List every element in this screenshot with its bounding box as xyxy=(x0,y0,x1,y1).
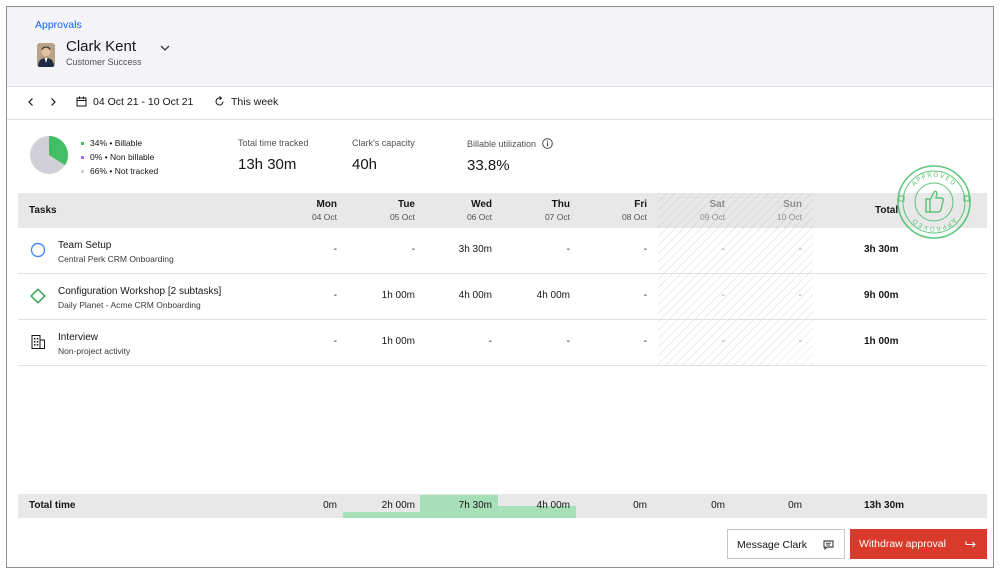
time-cell-sun[interactable]: - xyxy=(798,336,802,347)
task-name: Configuration Workshop [2 subtasks] xyxy=(58,286,222,297)
date-range[interactable]: 04 Oct 21 - 10 Oct 21 xyxy=(93,96,194,108)
header: Approvals Clark Kent Customer Success xyxy=(7,7,993,87)
column-header-total: Total xyxy=(875,205,899,216)
reset-icon[interactable] xyxy=(214,96,225,107)
metric-total-tracked: Total time tracked 13h 30m xyxy=(238,138,309,173)
time-cell-wed[interactable]: 4h 00m xyxy=(458,290,492,301)
info-icon[interactable] xyxy=(542,138,553,149)
message-clark-button[interactable]: Message Clark xyxy=(727,529,845,559)
circle-outline-icon xyxy=(30,242,46,258)
column-header-tasks: Tasks xyxy=(29,205,57,216)
time-cell-wed[interactable]: 3h 30m xyxy=(458,244,492,255)
chevron-down-icon[interactable] xyxy=(159,43,171,53)
table-header: Tasks Total xyxy=(18,193,987,228)
time-cell-thu[interactable]: - xyxy=(566,244,570,255)
date-bar xyxy=(7,87,993,120)
column-header-mon: Mon 04 Oct xyxy=(311,199,337,222)
time-cell-fri[interactable]: - xyxy=(643,290,647,301)
time-cell-thu[interactable]: 4h 00m xyxy=(536,290,570,301)
daily-total-fri: 0m xyxy=(633,500,647,511)
approved-stamp: APPROVED APPROVED xyxy=(897,165,971,239)
column-header-sat: Sat 09 Oct xyxy=(699,199,725,222)
table-row[interactable]: Configuration Workshop [2 subtasks] Daily… xyxy=(18,274,987,320)
time-cell-thu[interactable]: - xyxy=(566,336,570,347)
building-icon xyxy=(31,335,45,349)
calendar-icon xyxy=(76,96,87,107)
avatar xyxy=(37,43,55,67)
weekend-header-shading xyxy=(658,193,813,228)
time-cell-mon[interactable]: - xyxy=(333,290,337,301)
approval-panel: Approvals Clark Kent Customer Success 04… xyxy=(6,6,994,568)
row-total: 1h 00m xyxy=(864,336,899,347)
task-project: Daily Planet - Acme CRM Onboarding xyxy=(58,300,201,310)
daily-total-bar xyxy=(343,512,421,518)
daily-total-tue: 2h 00m xyxy=(381,500,415,511)
row-total: 3h 30m xyxy=(864,244,899,255)
column-header-sun: Sun 10 Oct xyxy=(776,199,802,222)
daily-total-thu: 4h 00m xyxy=(536,500,570,511)
legend-item-not-tracked: 66% • Not tracked xyxy=(81,164,158,178)
grand-total: 13h 30m xyxy=(864,500,905,511)
time-cell-sat[interactable]: - xyxy=(721,244,725,255)
legend-item-billable: 34% • Billable xyxy=(81,136,158,150)
weekend-shading xyxy=(658,228,813,366)
legend-item-non-billable: 0% • Non billable xyxy=(81,150,158,164)
user-name: Clark Kent xyxy=(66,38,137,55)
column-header-tue: Tue 05 Oct xyxy=(389,199,415,222)
svg-text:APPROVED: APPROVED xyxy=(910,171,958,188)
daily-total-mon: 0m xyxy=(323,500,337,511)
breadcrumb-approvals[interactable]: Approvals xyxy=(35,19,82,31)
column-header-fri: Fri 08 Oct xyxy=(621,199,647,222)
daily-total-sat: 0m xyxy=(711,500,725,511)
chevron-left-icon[interactable] xyxy=(25,96,37,108)
daily-total-bar xyxy=(498,506,576,518)
total-time-label: Total time xyxy=(29,500,76,511)
chat-icon xyxy=(823,540,834,550)
row-total: 9h 00m xyxy=(864,290,899,301)
column-header-thu: Thu 07 Oct xyxy=(544,199,570,222)
time-cell-mon[interactable]: - xyxy=(333,244,337,255)
time-cell-fri[interactable]: - xyxy=(643,244,647,255)
withdraw-approval-button[interactable]: Withdraw approval xyxy=(850,529,987,559)
task-project: Non-project activity xyxy=(58,346,131,356)
daily-total-wed: 7h 30m xyxy=(458,500,492,511)
chevron-right-icon[interactable] xyxy=(47,96,59,108)
time-cell-tue[interactable]: 1h 00m xyxy=(381,290,415,301)
column-header-wed: Wed 06 Oct xyxy=(466,199,492,222)
pie-legend: 34% • Billable 0% • Non billable 66% • N… xyxy=(81,136,158,178)
metric-capacity: Clark's capacity 40h xyxy=(352,138,415,173)
time-cell-sun[interactable]: - xyxy=(798,290,802,301)
task-name: Interview xyxy=(58,332,99,343)
diamond-outline-icon xyxy=(30,288,46,304)
table-row[interactable]: Team Setup Central Perk CRM Onboarding - - 3… xyxy=(18,228,987,274)
time-cell-sat[interactable]: - xyxy=(721,336,725,347)
pie-slice-billable xyxy=(49,136,68,166)
daily-total-sun: 0m xyxy=(788,500,802,511)
time-cell-wed[interactable]: - xyxy=(488,336,492,347)
time-cell-tue[interactable]: - xyxy=(411,244,415,255)
time-cell-fri[interactable]: - xyxy=(643,336,647,347)
this-week-button[interactable]: This week xyxy=(231,96,279,108)
task-project: Central Perk CRM Onboarding xyxy=(58,254,174,264)
time-cell-sat[interactable]: - xyxy=(721,290,725,301)
svg-text:APPROVED: APPROVED xyxy=(910,216,958,233)
user-role: Customer Success xyxy=(66,57,142,67)
time-cell-tue[interactable]: 1h 00m xyxy=(381,336,415,347)
daily-total-bar xyxy=(420,495,498,518)
table-row[interactable]: Interview Non-project activity - 1h 00m - - - -… xyxy=(18,320,987,366)
utilization-pie-chart xyxy=(30,136,68,174)
metric-billable-utilization: Billable utilization 33.8% xyxy=(467,138,553,174)
time-cell-mon[interactable]: - xyxy=(333,336,337,347)
undo-arrow-icon xyxy=(965,541,976,548)
time-cell-sun[interactable]: - xyxy=(798,244,802,255)
task-name: Team Setup xyxy=(58,240,112,251)
